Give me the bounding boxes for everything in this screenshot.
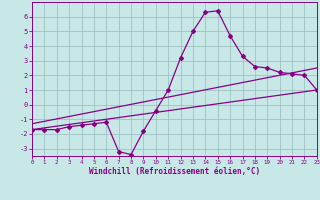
X-axis label: Windchill (Refroidissement éolien,°C): Windchill (Refroidissement éolien,°C) xyxy=(89,167,260,176)
